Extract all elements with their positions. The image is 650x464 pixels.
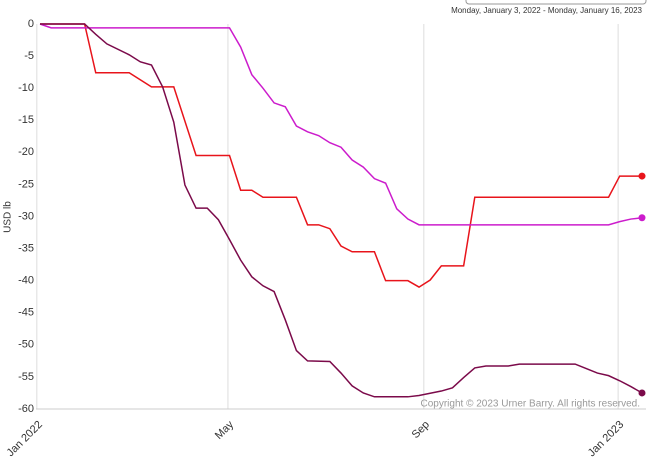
y-tick-label: -35: [18, 242, 34, 254]
end-marker: [638, 389, 646, 397]
series-line: [40, 23, 643, 398]
series-line: [39, 23, 643, 226]
x-tick-label: Jan 2022: [4, 419, 44, 459]
y-tick-label: -50: [18, 339, 34, 351]
y-tick-label: -45: [18, 307, 34, 319]
y-tick-label: -25: [18, 178, 34, 190]
x-tick-label: Jan 2023: [586, 419, 626, 459]
end-marker: [638, 172, 646, 180]
y-tick-label: -55: [18, 371, 34, 383]
y-tick-label: -15: [18, 114, 34, 126]
copyright: Copyright © 2023 Urner Barry. All rights…: [421, 399, 641, 410]
x-tick-label: Sep: [410, 419, 432, 441]
y-tick-label: -5: [24, 50, 34, 62]
y-tick-label: -60: [18, 403, 34, 415]
series-line: [40, 23, 642, 288]
y-tick-label: -30: [18, 210, 34, 222]
chart-subtitle: Monday, January 3, 2022 - Monday, Januar…: [451, 6, 642, 15]
y-tick-label: -40: [18, 275, 34, 287]
header-box: [465, 0, 647, 5]
y-tick-label: -20: [18, 146, 34, 158]
x-tick-label: May: [213, 418, 237, 442]
y-tick-label: -10: [18, 82, 34, 94]
y-tick-label: 0: [28, 18, 34, 30]
y-axis-label: USD lb: [3, 201, 14, 233]
end-marker: [638, 214, 646, 222]
